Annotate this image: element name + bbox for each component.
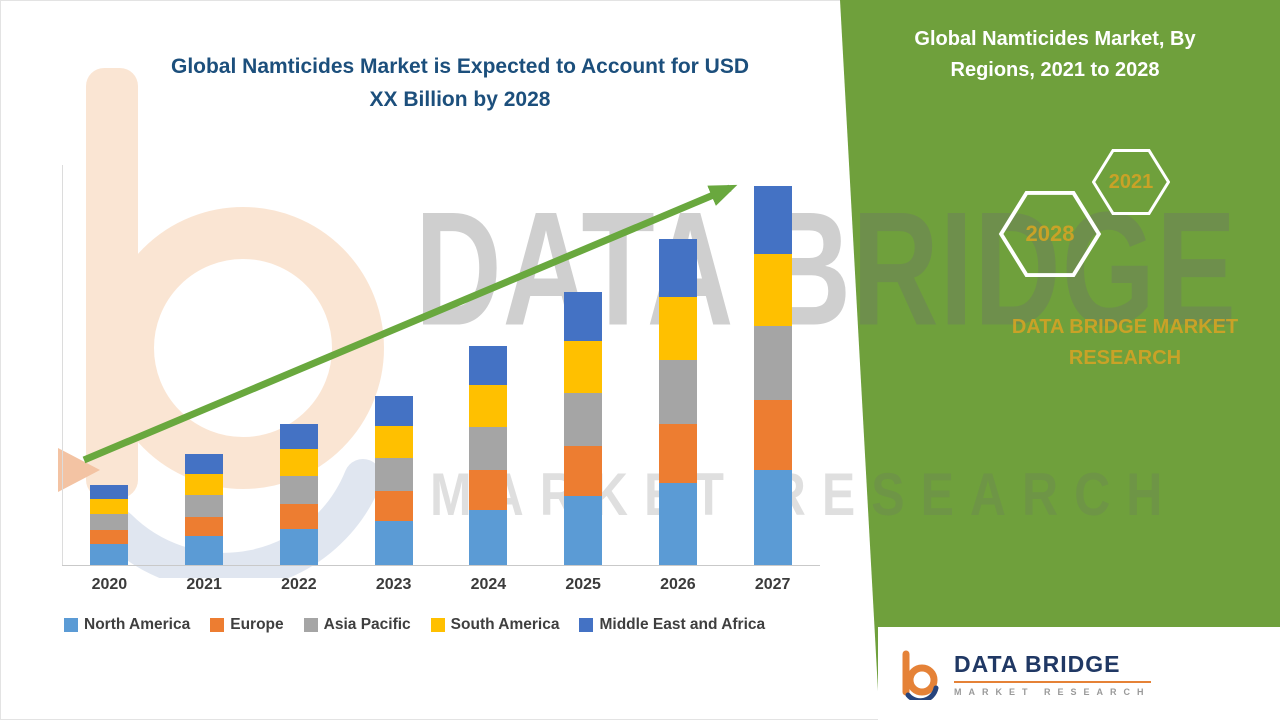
legend-label: Asia Pacific bbox=[323, 616, 411, 633]
bar-segment bbox=[374, 458, 413, 491]
bar-2027 bbox=[725, 186, 820, 565]
x-axis-label: 2020 bbox=[91, 576, 128, 593]
bar-segment bbox=[658, 297, 697, 360]
bar-segment bbox=[564, 446, 603, 496]
bar-segment bbox=[469, 346, 508, 385]
bar-segment bbox=[564, 496, 603, 565]
bar-segment bbox=[564, 341, 603, 393]
bar-segment bbox=[469, 470, 508, 510]
bar-segment bbox=[753, 400, 792, 470]
legend-label: Europe bbox=[230, 616, 284, 633]
bar-segment bbox=[753, 326, 792, 400]
bar-2024 bbox=[441, 346, 536, 565]
y-axis-line bbox=[62, 165, 63, 565]
bar-segment bbox=[90, 544, 129, 565]
legend-swatch bbox=[64, 618, 78, 632]
bar-segment bbox=[469, 385, 508, 427]
bar-2025 bbox=[536, 292, 631, 565]
chart-title: Global Namticides Market is Expected to … bbox=[170, 55, 749, 111]
bar-segment bbox=[374, 521, 413, 565]
databridge-logo-icon bbox=[902, 650, 939, 700]
bar-segment bbox=[469, 427, 508, 470]
x-axis-label: 2023 bbox=[375, 576, 412, 593]
bar-segment bbox=[658, 360, 697, 424]
x-axis-label: 2021 bbox=[186, 576, 222, 593]
bar-segment bbox=[753, 254, 792, 326]
bar-segment bbox=[658, 483, 697, 565]
bar-segment bbox=[279, 504, 318, 529]
bar-2022 bbox=[252, 424, 347, 565]
bar-segment bbox=[90, 514, 129, 530]
badge-2028: 2028 bbox=[998, 190, 1102, 278]
bar-segment bbox=[374, 396, 413, 426]
legend-swatch bbox=[579, 618, 594, 632]
bar-segment bbox=[279, 529, 318, 565]
bar-segment bbox=[185, 495, 224, 517]
legend-label: South America bbox=[450, 616, 560, 633]
legend-item: North America bbox=[64, 616, 190, 634]
bar-segment bbox=[374, 426, 413, 458]
x-axis-label: 2024 bbox=[470, 576, 507, 593]
x-axis-label: 2026 bbox=[660, 576, 696, 593]
bar-segment bbox=[90, 499, 129, 514]
x-axis-label: 2025 bbox=[565, 576, 601, 593]
bar-segment bbox=[90, 530, 129, 544]
legend-item: Europe bbox=[210, 616, 284, 634]
legend-item: Asia Pacific bbox=[303, 616, 411, 634]
legend-label: North America bbox=[84, 616, 191, 633]
bar-segment bbox=[753, 186, 792, 254]
x-axis-label: 2027 bbox=[754, 576, 791, 593]
bar-segment bbox=[564, 292, 603, 341]
bars-area bbox=[62, 165, 820, 565]
bar-2026 bbox=[631, 239, 726, 565]
legend-item: South America bbox=[430, 616, 560, 634]
legend-item: Middle East and Africa bbox=[579, 616, 765, 634]
bar-segment bbox=[90, 485, 129, 499]
badge-2028-label: 2028 bbox=[1025, 221, 1075, 246]
bar-segment bbox=[753, 470, 792, 565]
badge-2021-label: 2021 bbox=[1108, 170, 1154, 193]
bar-segment bbox=[279, 424, 318, 449]
x-axis-line bbox=[62, 565, 820, 566]
bar-segment bbox=[185, 536, 224, 565]
bar-segment bbox=[374, 491, 413, 521]
legend-label: Middle East and Africa bbox=[599, 616, 766, 633]
legend-swatch bbox=[430, 618, 445, 632]
bar-segment bbox=[564, 393, 603, 446]
x-axis-labels: 2020 2021 2022 2023 2024 2025 2026 2027 bbox=[62, 576, 820, 594]
bar-2023 bbox=[346, 396, 441, 565]
side-panel-title: Global Namticides Market, By Regions, 20… bbox=[914, 28, 1196, 81]
bar-segment bbox=[185, 454, 224, 474]
bar-segment bbox=[279, 449, 318, 476]
legend-swatch bbox=[210, 618, 225, 632]
bar-segment bbox=[658, 424, 697, 483]
bar-segment bbox=[658, 239, 697, 297]
x-axis-label: 2022 bbox=[281, 576, 317, 593]
bar-segment bbox=[185, 517, 224, 536]
footer-logo-text: DATA BRIDGE MARKET RESEARCH bbox=[954, 651, 1151, 697]
brand-text: DATA BRIDGE MARKET RESEARCH bbox=[1011, 316, 1239, 369]
footer-logo-box: DATA BRIDGE MARKET RESEARCH bbox=[878, 627, 1280, 720]
bar-2020 bbox=[62, 485, 157, 565]
bar-segment bbox=[279, 476, 318, 504]
bar-2021 bbox=[157, 454, 252, 565]
side-panel-background bbox=[840, 0, 1280, 720]
hexagon-outline-icon bbox=[1092, 149, 1170, 215]
hexagon-outline-icon bbox=[998, 190, 1102, 278]
badge-2021: 2021 bbox=[1092, 148, 1170, 216]
bar-segment bbox=[185, 474, 224, 495]
bar-segment bbox=[469, 510, 508, 565]
footer-brand-tagline: MARKET RESEARCH bbox=[954, 686, 1151, 697]
legend: North America Europe Asia Pacific South Ame… bbox=[64, 616, 765, 634]
legend-swatch bbox=[303, 618, 318, 632]
footer-brand-name: DATA BRIDGE bbox=[954, 651, 1151, 683]
